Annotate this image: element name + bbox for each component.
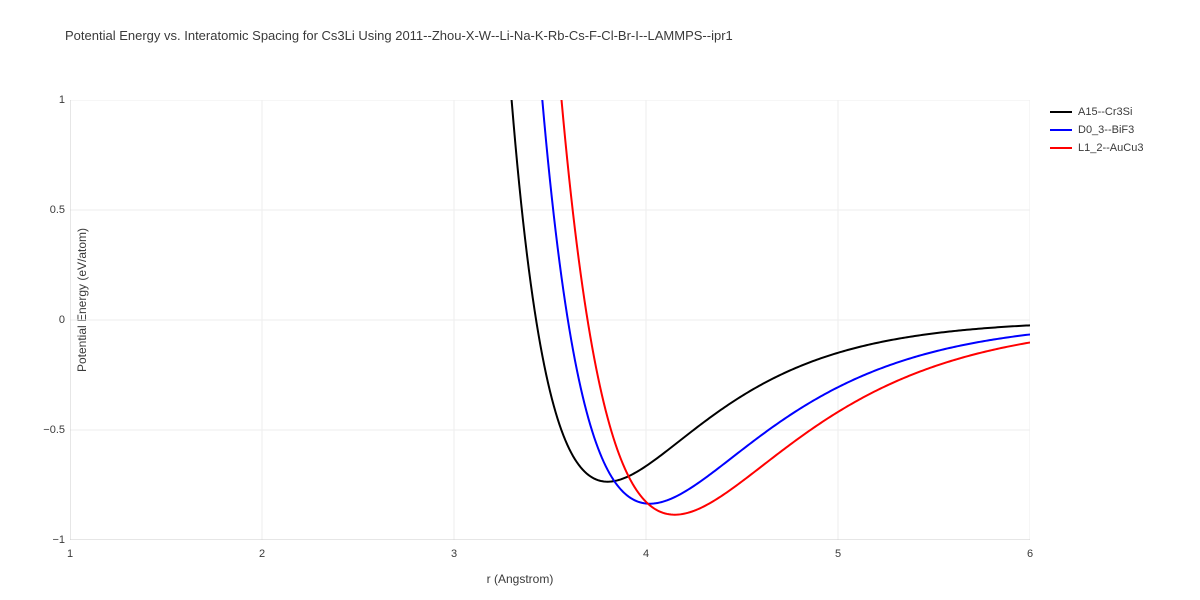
y-tick-label: 1	[59, 94, 65, 106]
legend-swatch	[1050, 147, 1072, 149]
legend-label: L1_2--AuCu3	[1078, 142, 1143, 154]
legend-label: D0_3--BiF3	[1078, 124, 1134, 136]
series-line	[540, 100, 1030, 504]
x-tick-label: 5	[835, 548, 841, 560]
y-tick-label: 0	[59, 314, 65, 326]
series-line	[560, 100, 1030, 515]
x-tick-label: 1	[67, 548, 73, 560]
plot-area	[70, 100, 1030, 540]
y-tick-label: 0.5	[50, 204, 65, 216]
x-tick-label: 4	[643, 548, 649, 560]
legend-label: A15--Cr3Si	[1078, 106, 1132, 118]
x-axis-label: r (Angstrom)	[487, 572, 554, 586]
legend-swatch	[1050, 111, 1072, 113]
legend-item[interactable]: L1_2--AuCu3	[1050, 140, 1143, 156]
series-lines	[510, 100, 1030, 515]
chart-container: Potential Energy vs. Interatomic Spacing…	[0, 0, 1200, 600]
legend: A15--Cr3Si D0_3--BiF3 L1_2--AuCu3	[1050, 104, 1143, 158]
y-tick-label: −0.5	[43, 424, 65, 436]
legend-item[interactable]: D0_3--BiF3	[1050, 122, 1143, 138]
grid-lines	[70, 100, 1030, 540]
y-tick-label: −1	[52, 534, 65, 546]
chart-title: Potential Energy vs. Interatomic Spacing…	[65, 28, 733, 43]
x-tick-label: 3	[451, 548, 457, 560]
legend-item[interactable]: A15--Cr3Si	[1050, 104, 1143, 120]
x-tick-label: 2	[259, 548, 265, 560]
x-tick-label: 6	[1027, 548, 1033, 560]
series-line	[510, 100, 1030, 482]
legend-swatch	[1050, 129, 1072, 131]
